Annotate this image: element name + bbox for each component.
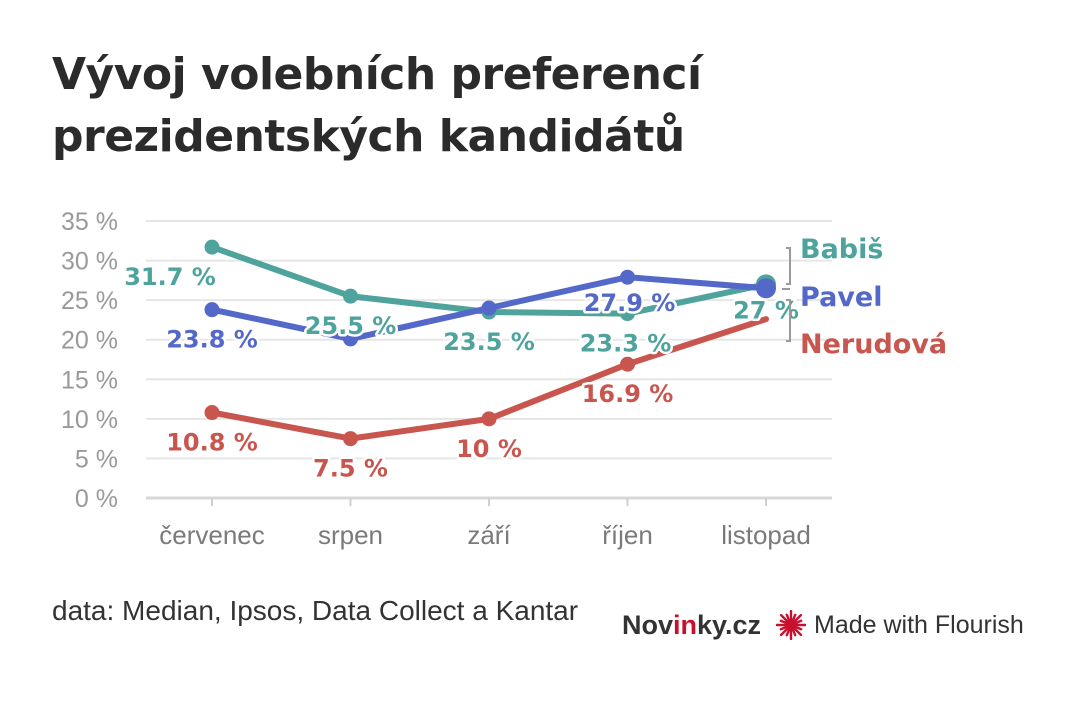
point-nerudova	[620, 356, 635, 372]
legend-label-pavel: Pavel	[800, 282, 882, 313]
y-tick-label: 20 %	[61, 327, 118, 355]
grid-lines	[146, 220, 832, 500]
point-nerudova	[204, 405, 220, 421]
data-label-babis: 23.5 %	[443, 328, 535, 356]
data-label-nerudova: 7.5 %	[313, 455, 388, 483]
point-nerudova	[481, 411, 497, 427]
point-nerudova	[343, 431, 358, 447]
data-source-note: data: Median, Ipsos, Data Collect a Kant…	[52, 595, 579, 626]
x-tick-label: srpen	[318, 520, 383, 550]
legend-connector-babis	[786, 247, 791, 285]
flourish-burst-icon	[776, 610, 806, 640]
point-babis	[343, 288, 358, 304]
x-axis-ticks: červenec srpen září říjen listopad	[159, 498, 811, 550]
data-label-babis: 25.5 %	[305, 312, 397, 340]
x-tick-label: září	[467, 520, 511, 550]
data-label-nerudova: 10 %	[456, 435, 522, 463]
series-lines	[204, 239, 776, 447]
y-tick-label: 30 %	[61, 248, 118, 276]
brand-part-3: ky.cz	[697, 610, 762, 640]
brand-part-1: Nov	[622, 610, 674, 640]
y-tick-label: 0 %	[75, 485, 118, 513]
y-tick-label: 15 %	[61, 366, 118, 394]
flourish-core	[786, 620, 796, 630]
flourish-label: Made with Flourish	[814, 610, 1024, 639]
legend-label-nerudova: Nerudová	[800, 329, 947, 360]
legend-connector-nerudova	[786, 299, 791, 342]
y-axis-ticks: 0 % 5 % 10 % 15 % 20 % 25 % 30 % 35 %	[61, 208, 118, 513]
x-tick-label: červenec	[159, 520, 265, 550]
point-babis	[620, 306, 635, 322]
point-babis	[204, 239, 220, 255]
chart-title-line-2: prezidentských kandidátů	[52, 111, 685, 162]
y-tick-label: 25 %	[61, 287, 118, 315]
x-tick-label: listopad	[721, 520, 811, 550]
y-tick-label: 35 %	[61, 208, 118, 236]
data-label-babis: 31.7 %	[124, 263, 216, 291]
data-label-pavel: 23.8 %	[166, 326, 258, 354]
x-tick-label: říjen	[602, 520, 653, 550]
chart-title: Vývoj volebních preferencí prezidentskýc…	[52, 44, 952, 168]
point-pavel	[620, 269, 635, 285]
point-pavel	[204, 302, 220, 318]
point-pavel	[481, 300, 497, 316]
data-label-nerudova: 10.8 %	[166, 429, 258, 457]
legend-label-babis: Babiš	[800, 234, 883, 265]
y-tick-label: 5 %	[75, 445, 118, 473]
y-tick-label: 10 %	[61, 406, 118, 434]
chart-title-line-1: Vývoj volebních preferencí	[52, 49, 702, 100]
made-with-flourish-link[interactable]: Made with Flourish	[776, 610, 1024, 640]
novinky-logo[interactable]: Novinky.cz	[622, 610, 761, 641]
data-label-nerudova: 16.9 %	[582, 380, 674, 408]
point-pavel	[343, 331, 358, 347]
data-label-babis: 23.3 %	[580, 330, 672, 358]
brand-part-2: in	[673, 610, 698, 640]
point-pavel	[756, 278, 776, 299]
legend: Babiš Pavel Nerudová	[782, 234, 947, 360]
data-label-pavel: 27.9 %	[584, 289, 676, 317]
